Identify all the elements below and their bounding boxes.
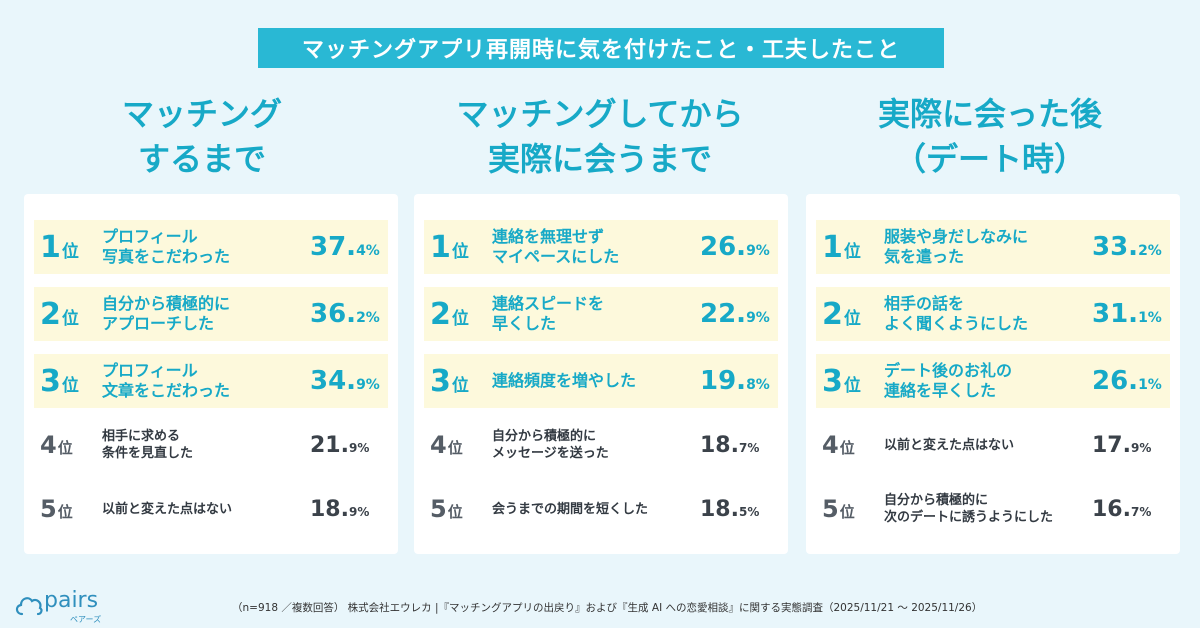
rank-label: 2位	[822, 296, 861, 332]
percentage: 34.9%	[310, 366, 380, 396]
ranking-row-2: 2位 連絡スピードを 早くした 22.9%	[424, 287, 778, 341]
percentage: 19.8%	[700, 366, 770, 396]
percentage: 31.1%	[1092, 299, 1162, 329]
percentage: 18.7%	[700, 432, 760, 458]
item-label: 服装や身だしなみに 気を遣った	[884, 227, 1029, 266]
item-label: 会うまでの期間を短くした	[492, 501, 649, 517]
percentage: 36.2%	[310, 299, 380, 329]
percentage: 26.1%	[1092, 366, 1162, 396]
rank-label: 5位	[40, 495, 73, 523]
rank-label: 4位	[430, 431, 463, 459]
item-label: 相手に求める 条件を見直した	[102, 429, 194, 461]
cloud-icon	[15, 597, 43, 616]
ranking-row-3: 3位 プロフィール 文章をこだわった 34.9%	[34, 354, 388, 408]
percentage: 18.5%	[700, 496, 760, 522]
ranking-card-2: 1位 連絡を無理せず マイペースにした 26.9% 2位 連絡スピードを 早くした 22.9%…	[414, 194, 788, 554]
percentage: 33.2%	[1092, 232, 1162, 262]
percentage: 18.9%	[310, 496, 370, 522]
percentage: 16.7%	[1092, 496, 1152, 522]
ranking-row-5: 5位 会うまでの期間を短くした 18.5%	[424, 482, 778, 536]
rank-label: 2位	[40, 296, 79, 332]
rank-label: 2位	[430, 296, 469, 332]
rank-label: 3位	[430, 363, 469, 399]
item-label: 連絡頻度を増やした	[492, 371, 637, 390]
percentage: 37.4%	[310, 232, 380, 262]
item-label: 連絡を無理せず マイペースにした	[492, 227, 620, 266]
rank-label: 4位	[40, 431, 73, 459]
rank-label: 5位	[430, 495, 463, 523]
ranking-row-1: 1位 プロフィール 写真をこだわった 37.4%	[34, 220, 388, 274]
item-label: 以前と変えた点はない	[884, 437, 1015, 453]
ranking-card-1: 1位 プロフィール 写真をこだわった 37.4% 2位 自分から積極的に アプローチした 36…	[24, 194, 398, 554]
ranking-row-1: 1位 服装や身だしなみに 気を遣った 33.2%	[816, 220, 1170, 274]
column-heading-1: マッチング するまで	[121, 95, 282, 178]
item-label: プロフィール 写真をこだわった	[102, 227, 231, 266]
ranking-row-5: 5位 自分から積極的に 次のデートに誘うようにした 16.7%	[816, 482, 1170, 536]
percentage: 22.9%	[700, 299, 770, 329]
footer-note: （n=918 ／複数回答） 株式会社エウレカ |『マッチングアプリの出戻り』およ…	[232, 602, 983, 614]
rank-label: 1位	[822, 229, 861, 265]
title-banner: マッチングアプリ再開時に気を付けたこと・工夫したこと	[258, 28, 944, 68]
ranking-row-4: 4位 相手に求める 条件を見直した 21.9%	[34, 418, 388, 472]
ranking-row-2: 2位 相手の話を よく聞くようにした 31.1%	[816, 287, 1170, 341]
column-heading-3: 実際に会った後 （デート時）	[877, 95, 1102, 178]
item-label: 連絡スピードを 早くした	[492, 294, 605, 333]
logo-subtext: ペアーズ	[70, 615, 102, 624]
rank-label: 1位	[40, 229, 79, 265]
percentage: 26.9%	[700, 232, 770, 262]
ranking-row-5: 5位 以前と変えた点はない 18.9%	[34, 482, 388, 536]
rank-label: 4位	[822, 431, 855, 459]
ranking-row-4: 4位 自分から積極的に メッセージを送った 18.7%	[424, 418, 778, 472]
item-label: デート後のお礼の 連絡を早くした	[884, 361, 1013, 400]
item-label: 自分から積極的に 次のデートに誘うようにした	[884, 493, 1054, 525]
ranking-row-3: 3位 デート後のお礼の 連絡を早くした 26.1%	[816, 354, 1170, 408]
ranking-row-1: 1位 連絡を無理せず マイペースにした 26.9%	[424, 220, 778, 274]
rank-label: 5位	[822, 495, 855, 523]
ranking-row-2: 2位 自分から積極的に アプローチした 36.2%	[34, 287, 388, 341]
rank-label: 1位	[430, 229, 469, 265]
item-label: 自分から積極的に メッセージを送った	[492, 429, 609, 461]
pairs-logo: pairs ペアーズ	[14, 588, 114, 624]
logo-text: pairs	[44, 588, 99, 613]
ranking-row-4: 4位 以前と変えた点はない 17.9%	[816, 418, 1170, 472]
percentage: 21.9%	[310, 432, 370, 458]
percentage: 17.9%	[1092, 432, 1152, 458]
ranking-row-3: 3位 連絡頻度を増やした 19.8%	[424, 354, 778, 408]
item-label: 以前と変えた点はない	[102, 501, 233, 517]
ranking-card-3: 1位 服装や身だしなみに 気を遣った 33.2% 2位 相手の話を よく聞くようにした 31.…	[806, 194, 1180, 554]
page-title: マッチングアプリ再開時に気を付けたこと・工夫したこと	[301, 38, 900, 63]
item-label: 自分から積極的に アプローチした	[102, 294, 231, 333]
rank-label: 3位	[822, 363, 861, 399]
rank-label: 3位	[40, 363, 79, 399]
column-heading-2: マッチングしてから 実際に会うまで	[456, 95, 744, 178]
item-label: 相手の話を よく聞くようにした	[884, 294, 1029, 333]
item-label: プロフィール 文章をこだわった	[102, 361, 231, 400]
